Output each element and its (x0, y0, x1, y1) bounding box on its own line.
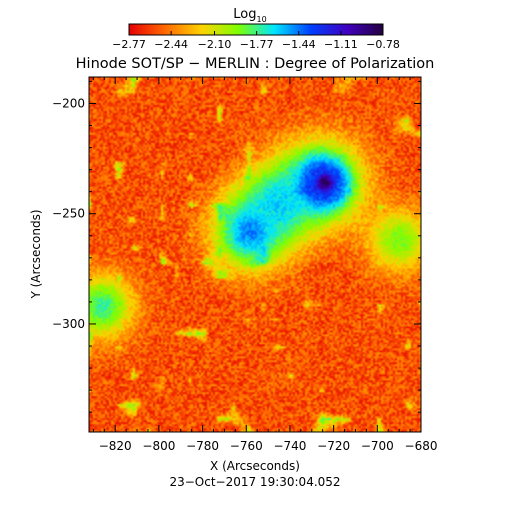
colorbar-label-subscript: 10 (257, 15, 267, 24)
colorbar-tick-label: −1.44 (282, 38, 316, 51)
colorbar-label: Log10 (233, 7, 266, 24)
y-tick-label: −250 (52, 207, 85, 221)
x-tick-label: −820 (99, 439, 132, 453)
colorbar-tick-label: −0.78 (366, 38, 400, 51)
x-tick-label: −780 (186, 439, 219, 453)
x-tick-label: −800 (142, 439, 175, 453)
colorbar-tick-label: −1.11 (324, 38, 358, 51)
y-axis-label: Y (Arcseconds) (29, 209, 43, 299)
colorbar-tick-label: −2.10 (198, 38, 232, 51)
x-axis-label: X (Arcseconds) (210, 459, 300, 473)
timestamp: 23−Oct−2017 19:30:04.052 (169, 475, 340, 489)
y-tick-label: −200 (52, 96, 85, 110)
heatmap-image (89, 77, 421, 432)
x-tick-label: −720 (317, 439, 350, 453)
colorbar-tick-label: −2.44 (154, 38, 188, 51)
colorbar (128, 23, 384, 36)
y-tick-label: −300 (52, 317, 85, 331)
x-axis-ticks: −820 −800 −780 −760 −740 −720 −700 −680 (92, 77, 438, 453)
heatmap-raster (89, 77, 421, 432)
colorbar-tick-label: −1.77 (240, 38, 274, 51)
plot-frame (88, 76, 422, 433)
colorbar-tick-label: −2.77 (112, 38, 146, 51)
chart-title: Hinode SOT/SP − MERLIN : Degree of Polar… (76, 56, 435, 72)
x-tick-label: −700 (361, 439, 394, 453)
x-tick-label: −680 (405, 439, 438, 453)
colorbar-ticks: −2.77 −2.44 −2.10 −1.77 −1.44 −1.11 −0.78 (112, 31, 400, 51)
x-tick-label: −760 (230, 439, 263, 453)
y-axis-ticks: −200 −250 −300 (52, 80, 421, 413)
x-tick-label: −740 (273, 439, 306, 453)
